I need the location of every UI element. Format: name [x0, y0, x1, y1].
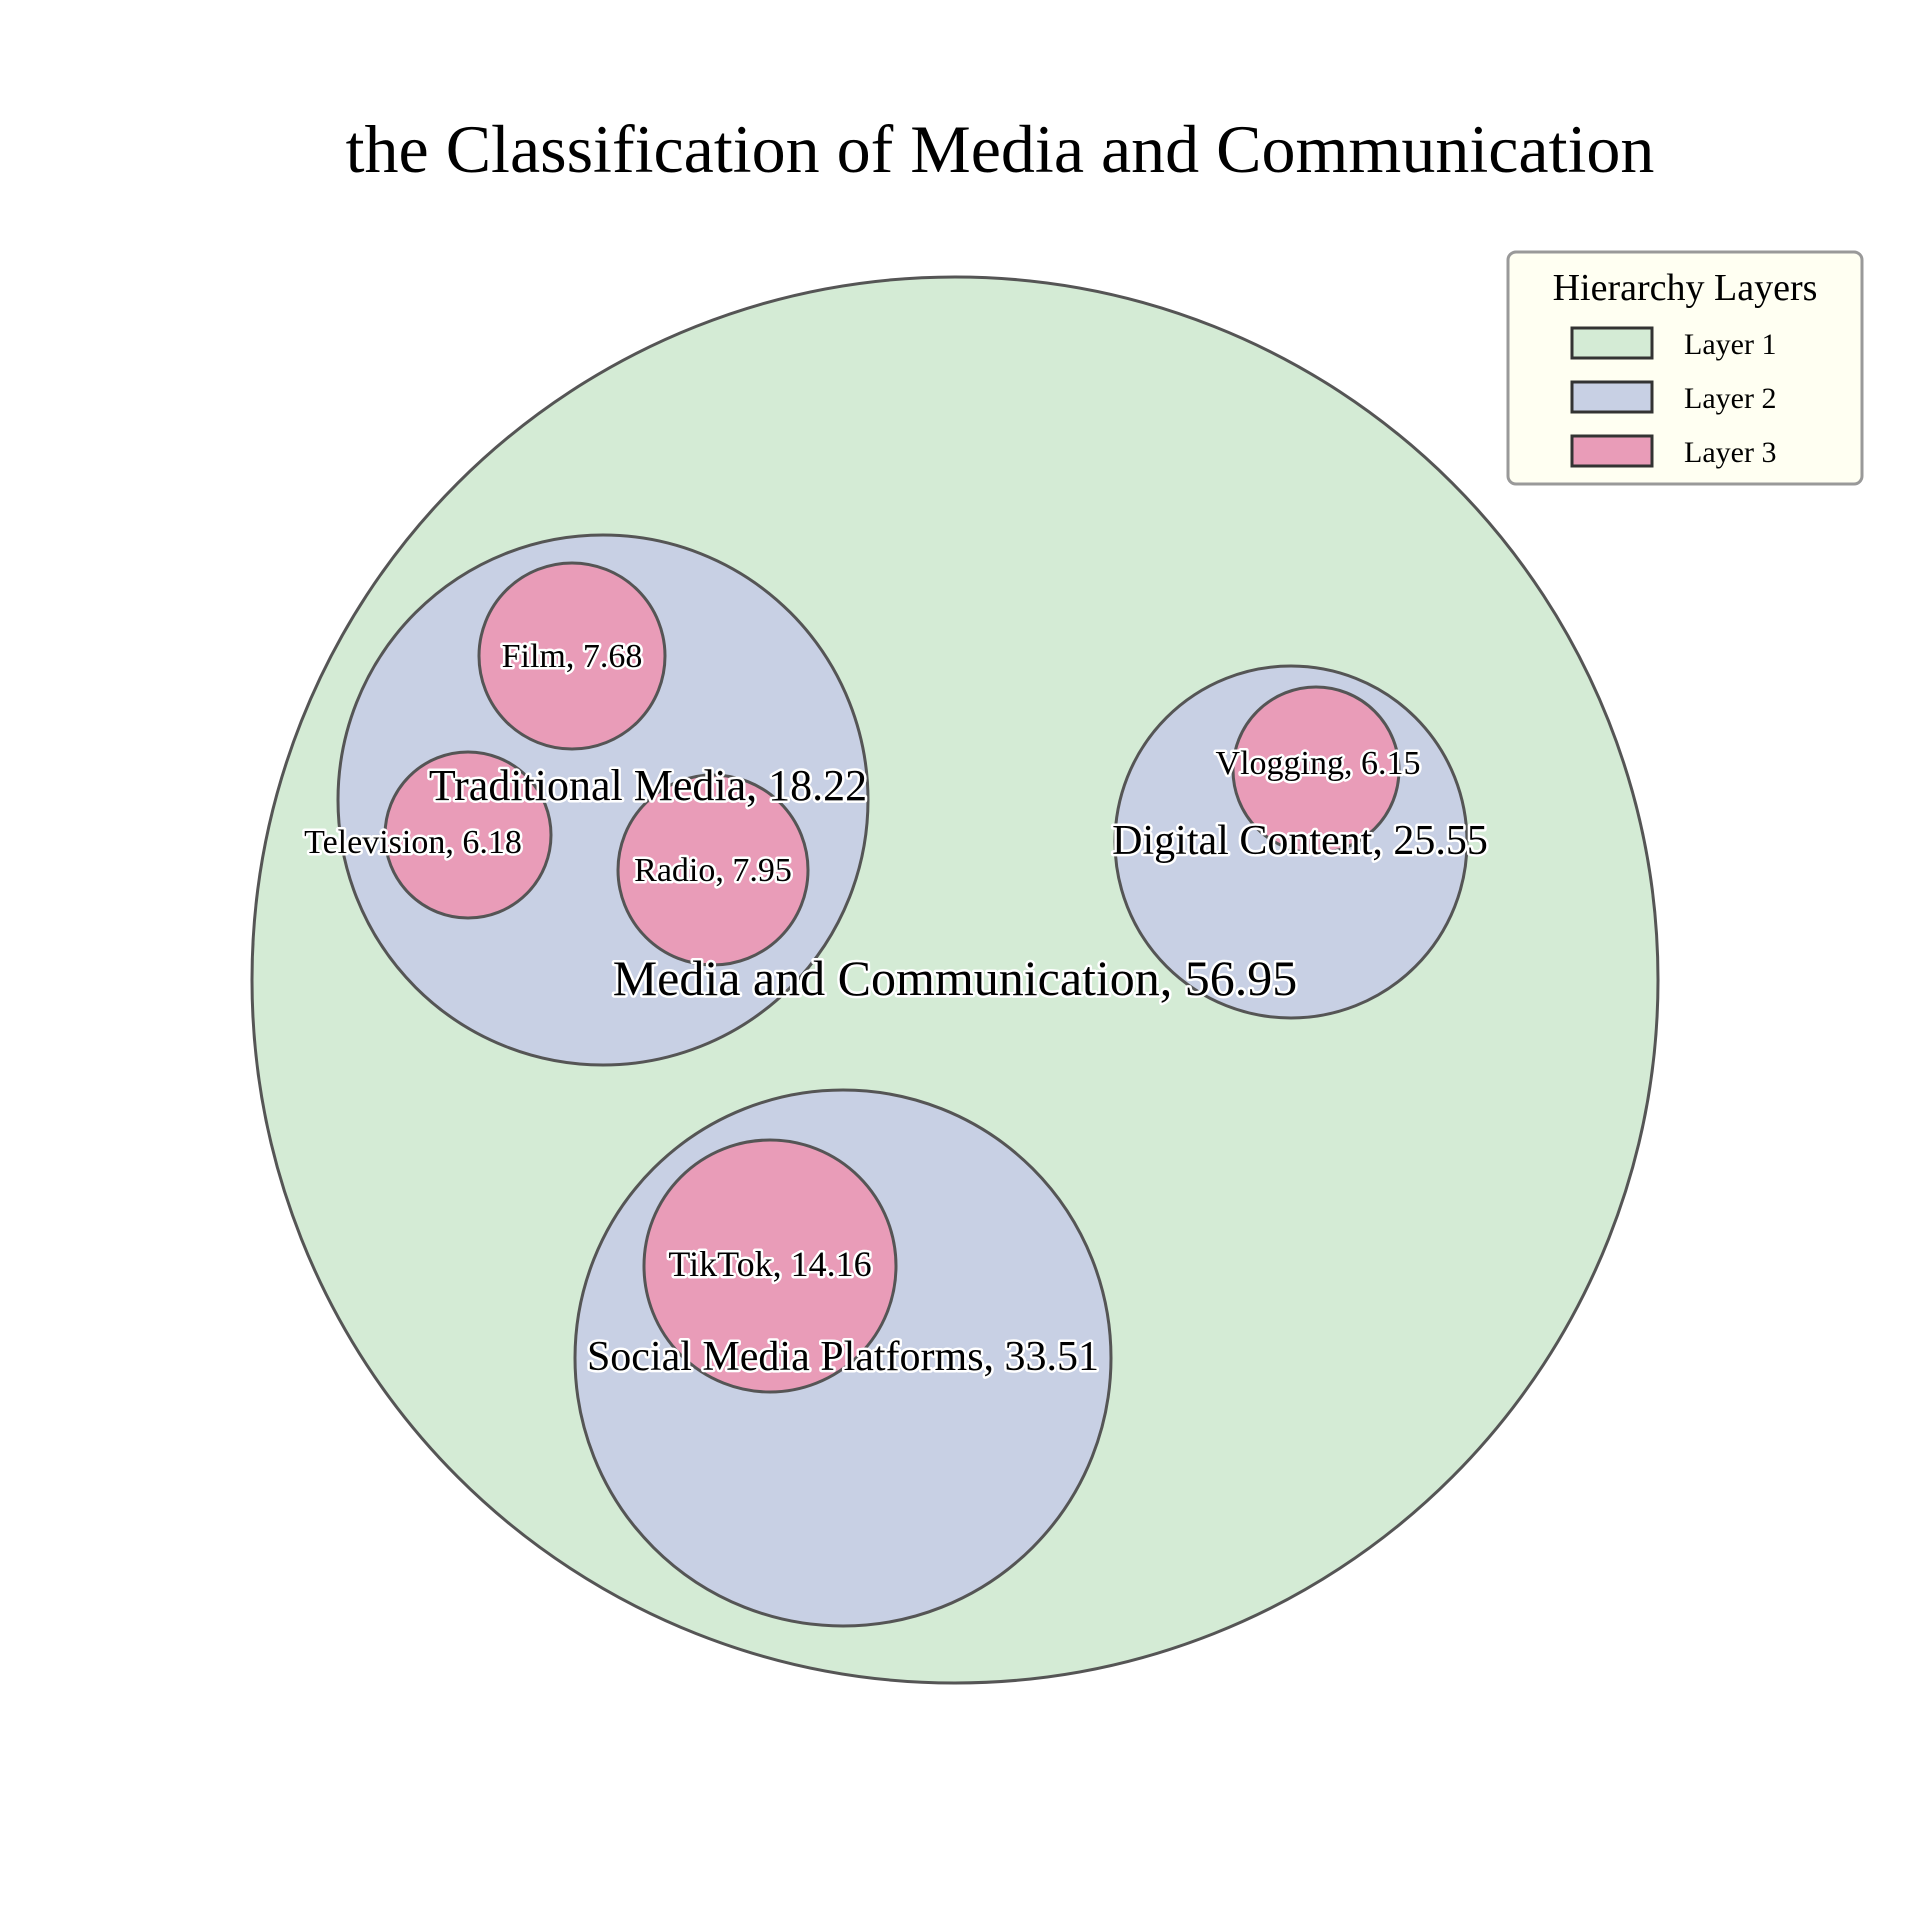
labels-layer: Media and Communication, 56.95 Traditiona… [302, 636, 1491, 1383]
circle-tiktok [642, 1138, 898, 1394]
legend-box [1506, 250, 1864, 486]
circles-layer [250, 275, 1660, 1685]
label-social-media-platforms: Social Media Platforms, 33.51 [587, 1334, 1099, 1380]
legend-label-layer-2: Layer 2 [1684, 382, 1776, 415]
label-vlogging: Vlogging, 6.15 [1216, 745, 1421, 782]
label-media-and-communication: Media and Communication, 56.95 [613, 950, 1298, 1006]
circle-radio [616, 773, 810, 967]
legend-items: Layer 1 Layer 2 Layer 3 [1570, 326, 1776, 469]
label-digital-content: Digital Content, 25.55 [1112, 818, 1488, 864]
legend-swatch-layer-3 [1570, 434, 1654, 468]
label-tiktok: TikTok, 14.16 [668, 1244, 871, 1284]
label-television: Television, 6.18 [304, 824, 522, 861]
label-radio: Radio, 7.95 [634, 852, 792, 889]
circle-vlogging [1231, 685, 1401, 855]
label-film: Film, 7.68 [502, 638, 643, 675]
legend-swatch-layer-2 [1570, 380, 1654, 414]
legend: Hierarchy Layers Layer 1 Layer 2 Layer 3 [1506, 250, 1864, 486]
legend-title: Hierarchy Layers [1553, 267, 1818, 309]
legend-label-layer-1: Layer 1 [1684, 328, 1776, 361]
chart-title: the Classification of Media and Communic… [346, 111, 1655, 187]
circle-film [477, 561, 667, 751]
label-traditional-media: Traditional Media, 18.22 [429, 761, 867, 810]
legend-swatch-layer-1 [1570, 326, 1654, 360]
legend-label-layer-3: Layer 3 [1684, 436, 1776, 469]
circle-television [383, 750, 553, 920]
